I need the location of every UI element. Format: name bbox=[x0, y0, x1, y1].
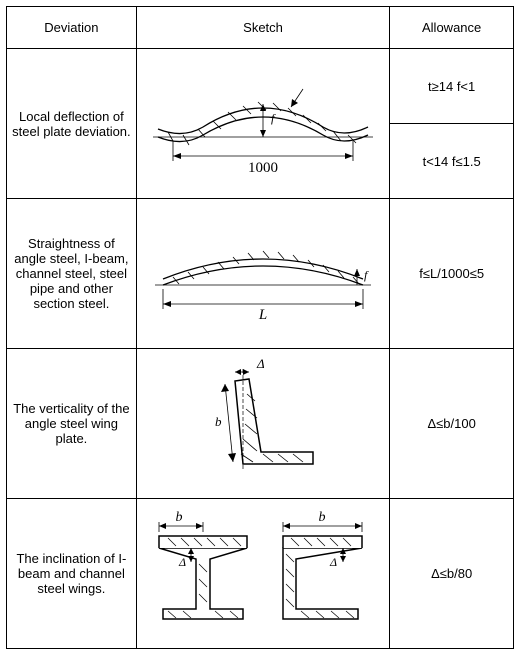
sketch-cell-3: b Δ bbox=[136, 499, 390, 649]
svg-text:b: b bbox=[319, 510, 326, 525]
svg-text:Δ: Δ bbox=[178, 555, 186, 569]
svg-text:f: f bbox=[364, 268, 369, 282]
allowance-cell-1: f≤L/1000≤5 bbox=[390, 199, 514, 349]
allowance-cell-2: Δ≤b/100 bbox=[390, 349, 514, 499]
allowance-cell-3: Δ≤b/80 bbox=[390, 499, 514, 649]
header-allowance: Allowance bbox=[390, 7, 514, 49]
allowance-cell-0b: t<14 f≤1.5 bbox=[390, 124, 514, 199]
header-deviation: Deviation bbox=[7, 7, 137, 49]
allowance-cell-0a: t≥14 f<1 bbox=[390, 49, 514, 124]
svg-text:b: b bbox=[176, 510, 183, 525]
dim-1000: 1000 bbox=[248, 160, 278, 176]
deviation-cell-0: Local deflection of steel plate deviatio… bbox=[7, 49, 137, 199]
header-sketch: Sketch bbox=[136, 7, 390, 49]
svg-text:Δ: Δ bbox=[256, 356, 265, 371]
deviation-table: Deviation Sketch Allowance Local deflect… bbox=[6, 6, 514, 649]
deviation-cell-3: The inclination of I-beam and channel st… bbox=[7, 499, 137, 649]
deviation-cell-2: The verticality of the angle steel wing … bbox=[7, 349, 137, 499]
dim-L: L bbox=[258, 307, 267, 323]
sketch-cell-2: Δ b bbox=[136, 349, 390, 499]
svg-text:b: b bbox=[215, 414, 222, 429]
deviation-cell-1: Straightness of angle steel, I-beam, cha… bbox=[7, 199, 137, 349]
sketch-cell-1: f L bbox=[136, 199, 390, 349]
svg-text:Δ: Δ bbox=[329, 555, 337, 569]
sketch-cell-0: f 1000 bbox=[136, 49, 390, 199]
